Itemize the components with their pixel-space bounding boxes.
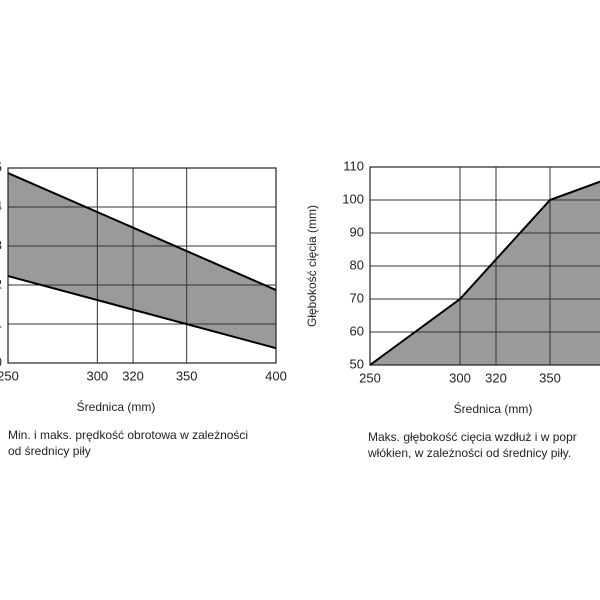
y-tick-label: 2	[0, 276, 2, 291]
x-tick-label: 350	[539, 370, 561, 385]
caption: Min. i maks. prędkość obrotowa w zależno…	[8, 428, 248, 442]
y-tick-label: 0	[0, 354, 2, 369]
plot-frame	[369, 166, 600, 366]
y-tick-label: 3	[0, 237, 2, 252]
y-tick-label: 100	[342, 191, 364, 206]
y-tick-label: 5	[0, 159, 2, 174]
y-axis-title: Głębokość cięcia (mm)	[305, 205, 319, 327]
y-tick-label: 90	[350, 224, 364, 239]
data-line	[7, 172, 277, 291]
data-line	[7, 275, 277, 350]
x-tick-label: 400	[265, 368, 287, 383]
chart: 5060708090100110250300320350400Średnica …	[305, 158, 600, 460]
chart: 0 1 2 3 4 5 250 300 320 350 400 Średnica (mm) Min. i…	[0, 159, 287, 458]
x-tick-label: 300	[86, 368, 108, 383]
y-tick-label: 1	[0, 315, 2, 330]
range-fill	[8, 173, 276, 349]
caption: od średnicy piły	[8, 444, 91, 458]
x-axis-title: Średnica (mm)	[454, 401, 533, 416]
y-tick-label: 60	[350, 323, 364, 338]
data-line	[369, 180, 600, 366]
y-tick-label: 4	[0, 198, 2, 213]
y-tick-label: 70	[350, 290, 364, 305]
x-tick-label: 250	[359, 370, 381, 385]
plot-frame	[7, 167, 277, 364]
x-tick-label: 350	[176, 368, 198, 383]
caption: Maks. głębokość cięcia wzdłuż i w popr	[368, 430, 577, 444]
caption: włókien, w zależności od średnicy piły.	[367, 446, 571, 460]
y-tick-label: 110	[343, 158, 364, 173]
x-axis-title: Średnica (mm)	[77, 399, 156, 414]
area-fill	[370, 181, 600, 365]
x-tick-label: 320	[122, 368, 144, 383]
x-tick-label: 250	[0, 368, 19, 383]
x-tick-label: 320	[485, 370, 507, 385]
x-tick-label: 300	[449, 370, 471, 385]
y-tick-label: 80	[350, 257, 364, 272]
y-tick-label: 50	[350, 356, 364, 371]
